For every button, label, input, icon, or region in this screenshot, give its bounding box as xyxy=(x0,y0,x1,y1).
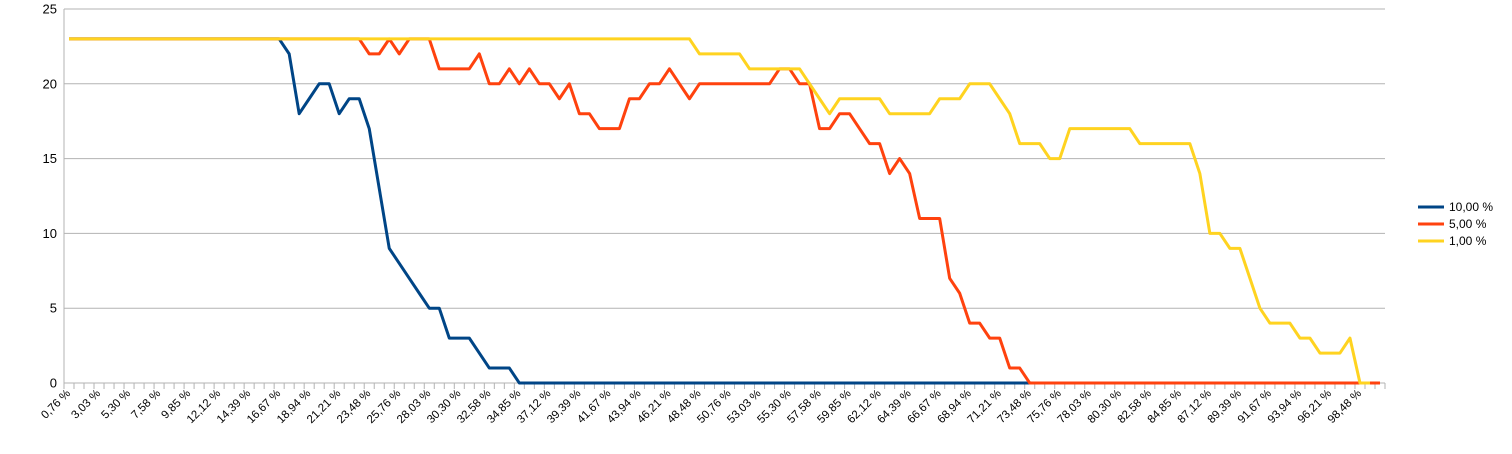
axes xyxy=(63,9,1385,384)
x-tick-label: 5,30 % xyxy=(99,388,133,422)
gridlines xyxy=(64,8,1385,309)
x-tick-label: 7,58 % xyxy=(129,388,163,422)
y-tick-label: 25 xyxy=(43,2,57,17)
y-tick-label: 10 xyxy=(43,226,57,241)
legend: 10,00 % 5,00 % 1,00 % xyxy=(1418,200,1493,248)
y-tick-label: 15 xyxy=(43,151,57,166)
y-tick-label: 20 xyxy=(43,76,57,91)
x-tick-label: 3,03 % xyxy=(69,388,103,422)
x-axis-ticks: 0,76 %3,03 %5,30 %7,58 %9,85 %12,12 %14,… xyxy=(39,383,1386,426)
series-lines xyxy=(69,37,1380,385)
y-tick-label: 5 xyxy=(50,301,57,316)
y-tick-label: 0 xyxy=(50,376,57,391)
legend-label-2: 5,00 % xyxy=(1449,217,1487,231)
legend-label-1: 10,00 % xyxy=(1449,200,1493,214)
series-line-1 xyxy=(69,37,1380,385)
x-tick-label: 98,48 % xyxy=(1326,388,1364,426)
x-tick-label: 0,76 % xyxy=(39,388,73,422)
series-line-2 xyxy=(69,37,1380,385)
legend-label-3: 1,00 % xyxy=(1449,234,1487,248)
y-axis-ticks: 0 5 10 15 20 25 xyxy=(43,2,57,391)
series-line-3 xyxy=(69,37,1370,385)
